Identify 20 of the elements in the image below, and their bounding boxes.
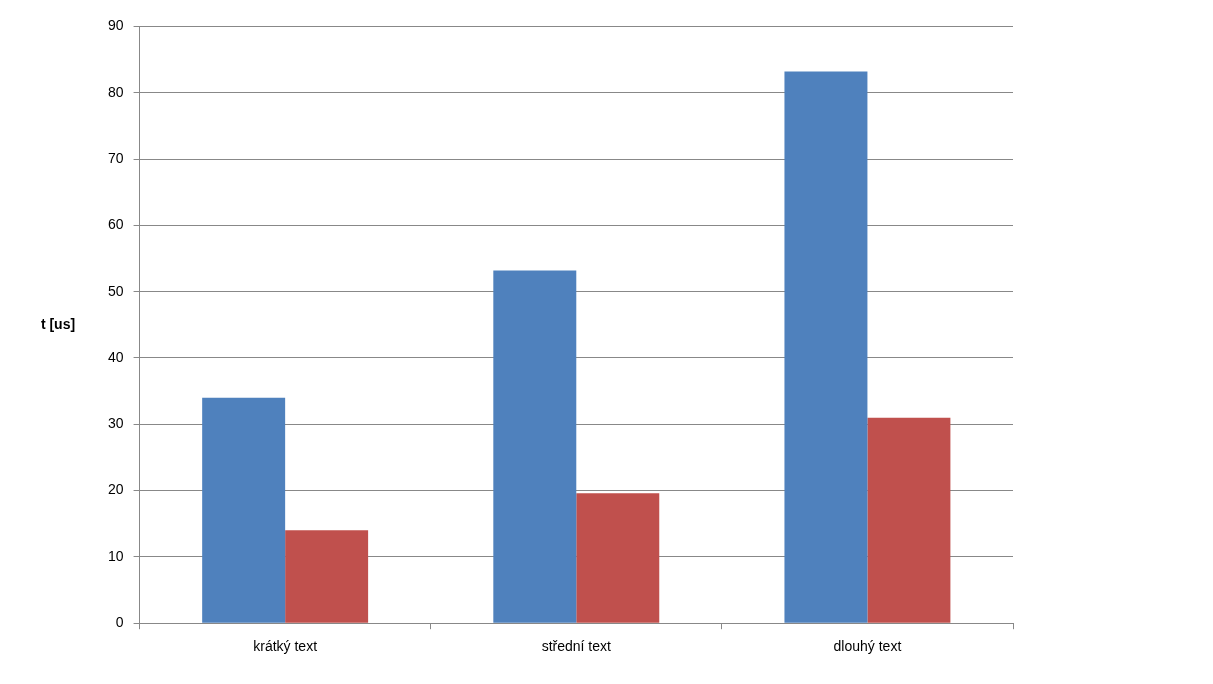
bar	[285, 530, 369, 623]
bar	[202, 397, 286, 623]
y-tick-label: 60	[107, 216, 124, 233]
x-tick-label: krátký text	[253, 638, 318, 655]
y-tick-label: 90	[107, 17, 124, 34]
bar	[867, 417, 951, 623]
y-tick-label: 30	[107, 415, 124, 432]
x-tick-label: střední text	[541, 638, 612, 655]
y-tick-label: 50	[107, 282, 124, 299]
bar	[576, 493, 660, 623]
y-axis-title: t [us]	[40, 315, 76, 332]
y-tick-label: 40	[107, 348, 124, 365]
bar	[493, 270, 577, 623]
y-tick-label: 0	[115, 614, 124, 631]
bar	[784, 71, 868, 623]
x-tick-label: dlouhý text	[833, 638, 902, 655]
y-tick-label: 10	[107, 547, 124, 564]
y-tick-label: 80	[107, 83, 124, 100]
y-tick-label: 70	[107, 149, 124, 166]
y-tick-label: 20	[107, 481, 124, 498]
